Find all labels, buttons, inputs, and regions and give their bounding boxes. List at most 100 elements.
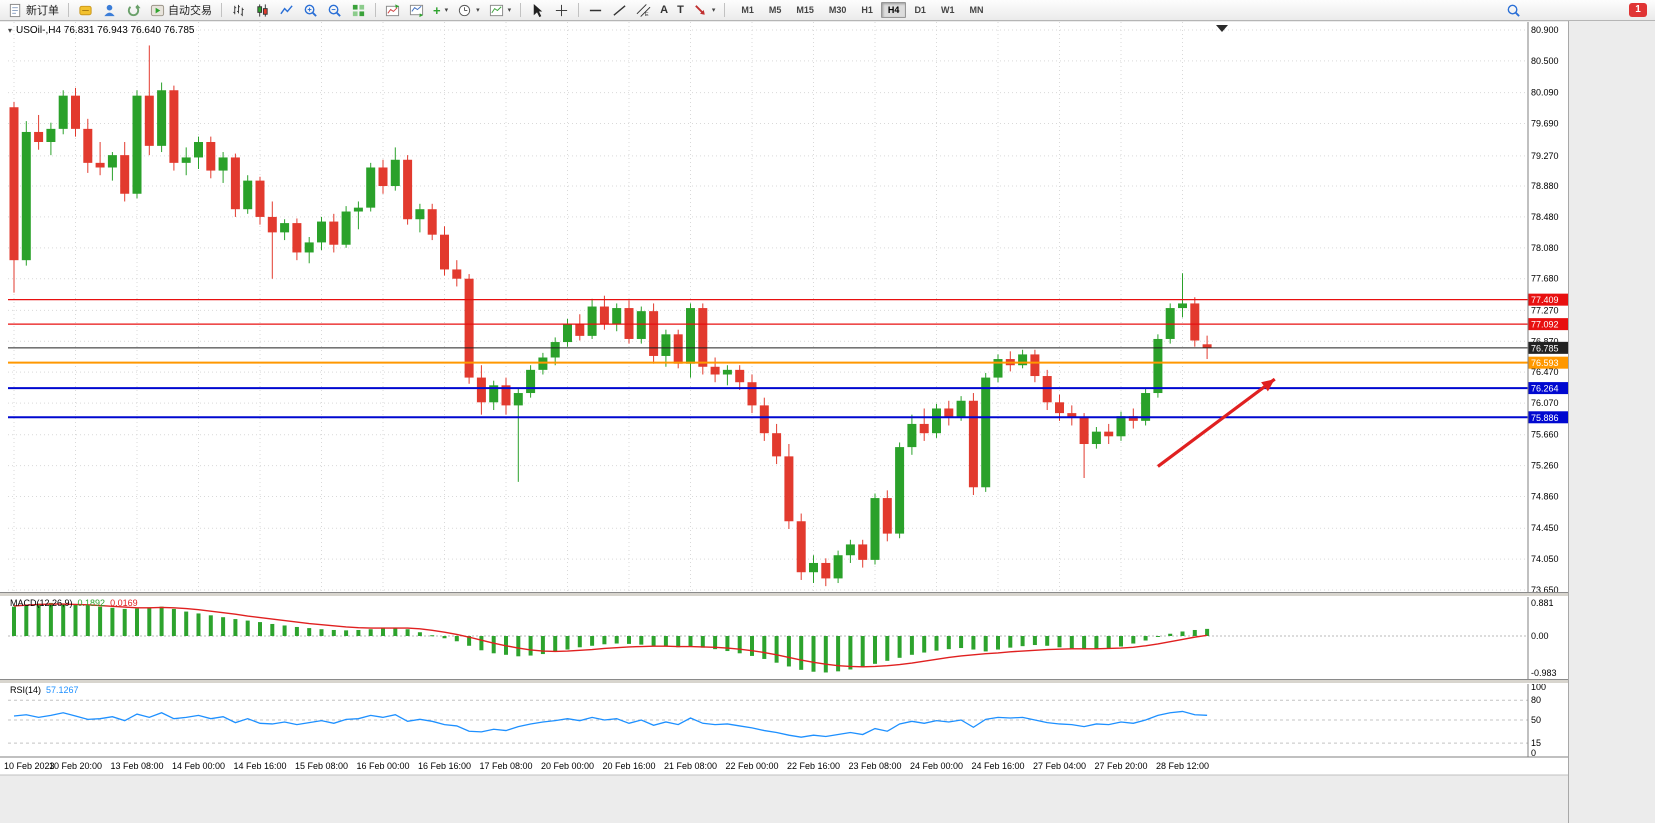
macd-histogram-bar <box>614 636 619 644</box>
timeframe-D1[interactable]: D1 <box>907 2 933 18</box>
chart-bars-button[interactable] <box>227 1 250 19</box>
timeframe-M30[interactable]: M30 <box>822 2 854 18</box>
time-axis-label: 21 Feb 08:00 <box>664 761 717 771</box>
time-axis-label: 10 Feb 20:00 <box>49 761 102 771</box>
macd-histogram-bar <box>85 605 90 636</box>
candle-body <box>821 562 831 579</box>
rsi-panel-splitter[interactable] <box>0 679 1568 684</box>
tile-windows-button[interactable] <box>347 1 370 19</box>
macd-histogram-bar <box>208 615 213 636</box>
macd-histogram-bar <box>663 636 668 647</box>
notification-badge[interactable]: 1 <box>1629 3 1647 17</box>
trendline-tool-button[interactable] <box>608 1 631 19</box>
time-axis-label: 13 Feb 08:00 <box>110 761 163 771</box>
rsi-name: RSI(14) <box>10 685 42 695</box>
candle-body <box>230 157 240 210</box>
text-tool-button[interactable]: A <box>656 1 672 19</box>
new-order-button[interactable]: 新订单 <box>4 1 63 19</box>
arrow-annotation[interactable] <box>1156 377 1276 468</box>
search-button[interactable] <box>1502 1 1525 19</box>
zoom-in-icon <box>303 3 318 18</box>
add-indicator-button[interactable]: + ▾ <box>429 1 452 19</box>
chart-candles-button[interactable] <box>251 1 274 19</box>
label-tool-button[interactable]: T <box>673 1 688 19</box>
macd-histogram-bar <box>356 629 361 636</box>
indicator-windows-button[interactable] <box>405 1 428 19</box>
timeframe-M5[interactable]: M5 <box>762 2 789 18</box>
candle-body <box>993 359 1003 378</box>
mql-editor-button[interactable] <box>74 1 97 19</box>
candle-body <box>944 408 954 418</box>
rsi-line <box>13 710 1208 738</box>
macd-histogram-bar <box>516 636 521 657</box>
timeframe-group: M1 M5 M15 M30 H1 H4 D1 W1 MN <box>734 2 990 18</box>
trendline-icon <box>612 3 627 18</box>
candle-body <box>1055 402 1064 414</box>
candle-body <box>710 366 720 375</box>
macd-histogram-bar <box>725 636 730 652</box>
macd-histogram-bar <box>786 636 791 667</box>
candle-body <box>1018 354 1028 366</box>
candle-body <box>329 221 339 245</box>
candle-body <box>636 311 646 339</box>
autotrading-button[interactable]: 自动交易 <box>146 1 216 19</box>
timeframe-M15[interactable]: M15 <box>789 2 821 18</box>
timeframe-M1[interactable]: M1 <box>734 2 761 18</box>
macd-histogram-bar <box>639 636 644 645</box>
one-click-trading-toggle[interactable]: ▾ <box>8 26 13 35</box>
crosshair-button[interactable] <box>550 1 573 19</box>
macd-histogram-bar <box>553 636 558 652</box>
plus-icon: + <box>433 2 441 18</box>
candle-body <box>304 242 314 253</box>
time-axis-label: 24 Feb 16:00 <box>971 761 1024 771</box>
macd-histogram-bar <box>1020 636 1025 647</box>
accounts-person-icon <box>102 3 117 18</box>
price-tag-label: 77.409 <box>1531 295 1559 305</box>
templates-dropdown-button[interactable]: ▾ <box>485 1 516 19</box>
candle-body <box>9 107 19 261</box>
chevron-down-icon: ▾ <box>507 7 512 14</box>
cursor-button[interactable] <box>526 1 549 19</box>
shapes-dropdown-button[interactable]: ▾ <box>689 1 720 19</box>
candle-body <box>538 357 548 370</box>
macd-histogram-bar <box>442 636 447 639</box>
chart-shift-marker[interactable] <box>1216 25 1228 32</box>
candle-body <box>353 207 363 212</box>
macd-histogram-bar <box>651 636 656 646</box>
price-tag-label: 76.593 <box>1531 358 1559 368</box>
candle-body <box>772 433 782 457</box>
macd-histogram-bar <box>245 620 250 636</box>
timeframe-MN[interactable]: MN <box>962 2 990 18</box>
macd-histogram-bar <box>971 636 976 650</box>
time-axis-label: 20 Feb 00:00 <box>541 761 594 771</box>
candle-body <box>833 555 843 579</box>
candle-body <box>796 521 806 573</box>
channel-tool-button[interactable]: E <box>632 1 655 19</box>
zoom-in-button[interactable] <box>299 1 322 19</box>
indicators-button[interactable] <box>381 1 404 19</box>
timeframe-W1[interactable]: W1 <box>934 2 962 18</box>
macd-histogram-bar <box>73 604 78 636</box>
chart-line-button[interactable] <box>275 1 298 19</box>
macd-panel-splitter[interactable] <box>0 592 1568 597</box>
macd-histogram-bar <box>184 611 189 636</box>
accounts-button[interactable] <box>98 1 121 19</box>
hline-tool-button[interactable] <box>584 1 607 19</box>
macd-histogram-bar <box>1119 636 1123 647</box>
arrow-shape-icon <box>693 3 708 18</box>
macd-main-value: 0.1892 <box>77 598 106 608</box>
price-axis-label: 79.690 <box>1531 118 1559 128</box>
timeframe-H4[interactable]: H4 <box>880 2 907 18</box>
rsi-axis-label: 50 <box>1531 715 1541 725</box>
price-chart[interactable]: 80.900 80.500 80.090 79.690 79.270 78.880 78.4… <box>0 0 1568 823</box>
zoom-out-button[interactable] <box>323 1 346 19</box>
candle-body <box>747 382 757 406</box>
macd-histogram-bar <box>1057 636 1062 648</box>
macd-histogram-bar <box>491 636 496 654</box>
refresh-button[interactable] <box>122 1 145 19</box>
macd-histogram-bar <box>221 617 226 636</box>
periods-dropdown-button[interactable]: ▾ <box>453 1 484 19</box>
macd-histogram-bar <box>417 632 422 636</box>
timeframe-H1[interactable]: H1 <box>854 2 880 18</box>
macd-histogram-bar <box>934 636 939 651</box>
